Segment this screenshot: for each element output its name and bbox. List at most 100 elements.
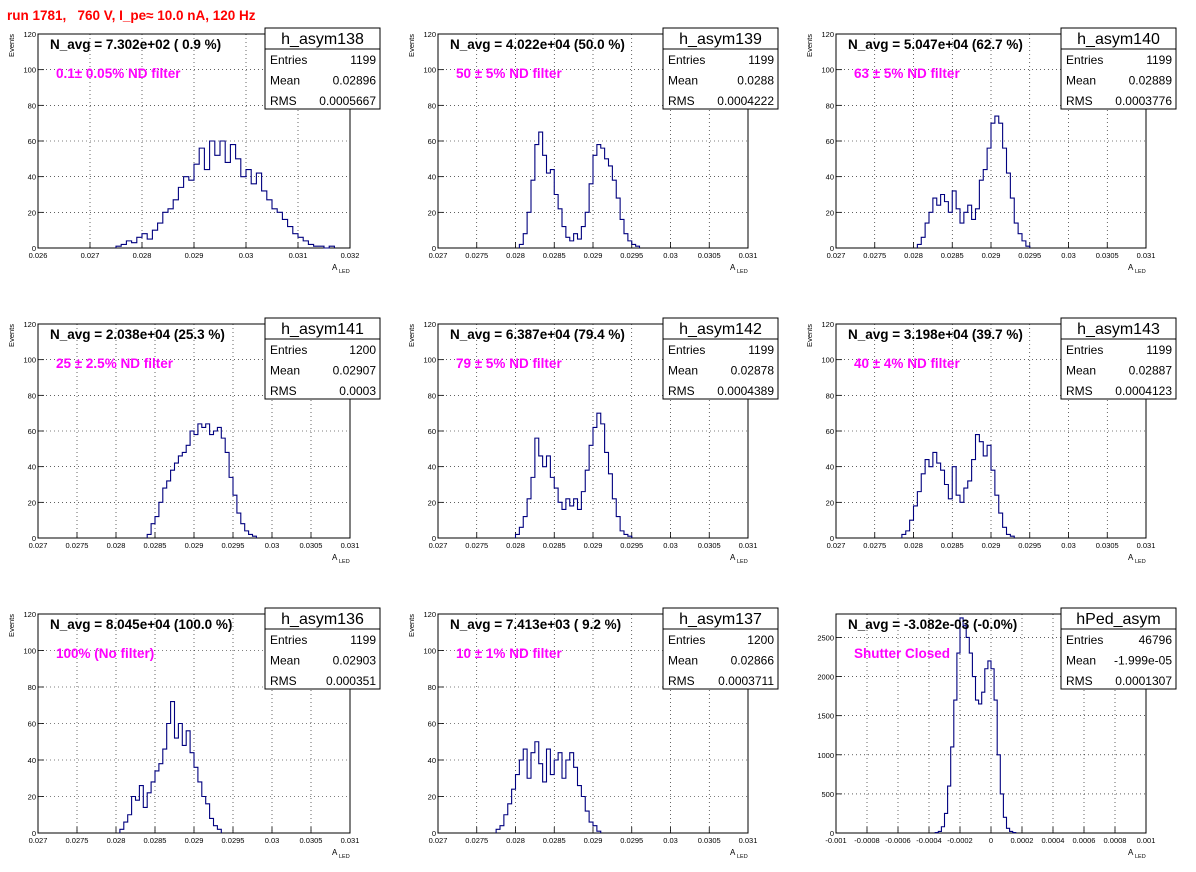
x-axis-label-subscript: LED — [339, 854, 350, 860]
filter-label: 10 ± 1% ND filter — [456, 646, 562, 661]
stats-title: h_asym142 — [679, 321, 762, 338]
y-tick-label: 120 — [821, 30, 834, 39]
filter-label: 63 ± 5% ND filter — [854, 66, 960, 81]
x-tick-label: 0.0295 — [620, 541, 643, 550]
stats-rms-value: 0.0003776 — [1115, 94, 1172, 108]
x-axis-label: A — [730, 553, 736, 562]
x-tick-label: 0.0285 — [941, 541, 964, 550]
histogram-series — [514, 412, 633, 538]
x-axis-label-subscript: LED — [1135, 269, 1146, 275]
x-axis-label: A — [730, 263, 736, 272]
y-tick-label: 120 — [423, 610, 436, 619]
y-tick-label: 100 — [23, 647, 36, 656]
x-tick-label: 0.0285 — [144, 836, 167, 845]
x-tick-label: 0.0305 — [698, 541, 721, 550]
x-tick-label: 0.03 — [265, 541, 280, 550]
stats-box — [264, 607, 381, 690]
y-tick-label: 0 — [432, 534, 436, 543]
y-tick-label: 80 — [28, 683, 36, 692]
stats-mean-label: Mean — [1066, 654, 1096, 668]
x-tick-label: 0.028 — [506, 541, 525, 550]
x-tick-label: 0.029 — [185, 251, 204, 260]
y-tick-label: 80 — [428, 391, 436, 400]
filter-label: 25 ± 2.5% ND filter — [56, 356, 174, 371]
y-tick-label: 100 — [423, 66, 436, 75]
stats-mean-value: 0.02866 — [731, 654, 775, 668]
stats-mean-value: 0.0288 — [737, 74, 774, 88]
x-tick-label: 0.001 — [1137, 836, 1156, 845]
x-tick-label: 0.03 — [663, 251, 678, 260]
navg-label: N_avg = 7.413e+03 ( 9.2 %) — [450, 617, 621, 632]
stats-mean-value: 0.02889 — [1129, 74, 1173, 88]
stats-rms-value: 0.0001307 — [1115, 674, 1172, 688]
x-tick-label: 0.027 — [29, 541, 48, 550]
x-tick-label: 0.0295 — [620, 836, 643, 845]
x-tick-label: 0.027 — [827, 251, 846, 260]
x-tick-label: 0.0275 — [465, 541, 488, 550]
stats-box — [662, 607, 779, 690]
y-tick-label: 100 — [423, 356, 436, 365]
y-tick-label: 20 — [428, 793, 436, 802]
stats-title: h_asym143 — [1077, 321, 1160, 338]
y-axis-label: Events — [407, 324, 416, 347]
x-tick-label: 0.03 — [265, 836, 280, 845]
stats-box — [264, 317, 381, 400]
x-tick-label: 0.028 — [107, 541, 126, 550]
y-tick-label: 60 — [428, 720, 436, 729]
stats-box — [662, 317, 779, 400]
x-tick-label: 0.0305 — [1096, 251, 1119, 260]
y-tick-label: 40 — [28, 756, 36, 765]
stats-mean-value: 0.02907 — [333, 364, 377, 378]
y-tick-label: 0 — [830, 829, 834, 838]
y-tick-label: 60 — [28, 427, 36, 436]
stats-mean-value: -1.999e-05 — [1114, 654, 1172, 668]
stats-entries-value: 1199 — [350, 53, 376, 67]
x-axis-label-subscript: LED — [737, 559, 748, 565]
y-tick-label: 40 — [826, 463, 834, 472]
y-tick-label: 2000 — [817, 673, 834, 682]
stats-rms-label: RMS — [1066, 94, 1093, 108]
y-tick-label: 120 — [821, 320, 834, 329]
histogram-series — [119, 701, 222, 833]
stats-entries-value: 1199 — [1146, 343, 1172, 357]
x-tick-label: -0.0004 — [916, 836, 941, 845]
y-tick-label: 100 — [821, 66, 834, 75]
x-tick-label: 0.0275 — [66, 541, 89, 550]
x-tick-label: 0.031 — [1137, 541, 1156, 550]
x-tick-label: 0.0006 — [1073, 836, 1096, 845]
stats-mean-value: 0.02903 — [333, 654, 377, 668]
stats-entries-value: 46796 — [1139, 633, 1173, 647]
x-tick-label: 0.0295 — [222, 836, 245, 845]
stats-title: h_asym137 — [679, 611, 762, 628]
x-tick-label: 0.029 — [185, 836, 204, 845]
y-axis-label: Events — [407, 614, 416, 637]
x-tick-label: 0.0275 — [465, 836, 488, 845]
x-tick-label: 0.028 — [904, 251, 923, 260]
x-tick-label: -0.0002 — [947, 836, 972, 845]
x-axis-label: A — [332, 263, 338, 272]
x-tick-label: 0.028 — [133, 251, 152, 260]
navg-label: N_avg = 5.047e+04 (62.7 %) — [848, 37, 1023, 52]
histogram-pad-asym140: 0.027 0.0275 0.028 0.0285 0.029 0.0295 0.03 0.0… — [805, 27, 1177, 275]
filter-label: 100% (No filter) — [56, 646, 154, 661]
navg-label: N_avg = 3.198e+04 (39.7 %) — [848, 327, 1023, 342]
x-axis-label-subscript: LED — [339, 559, 350, 565]
stats-entries-value: 1200 — [747, 633, 774, 647]
x-axis-label-subscript: LED — [1135, 854, 1146, 860]
stats-mean-label: Mean — [668, 364, 698, 378]
x-tick-label: 0.027 — [827, 541, 846, 550]
x-tick-label: 0.028 — [506, 251, 525, 260]
x-tick-label: 0.03 — [663, 541, 678, 550]
y-tick-label: 0 — [432, 829, 436, 838]
navg-label: N_avg = 7.302e+02 ( 0.9 %) — [50, 37, 221, 52]
x-tick-label: 0.029 — [584, 251, 603, 260]
x-tick-label: 0.031 — [739, 541, 758, 550]
stats-rms-value: 0.0005667 — [319, 94, 376, 108]
histogram-pad-ped-asym: -0.001 -0.0008 -0.0006 -0.0004 -0.0002 0 0.000… — [817, 607, 1177, 860]
stats-mean-value: 0.02887 — [1129, 364, 1173, 378]
x-tick-label: 0.0285 — [144, 541, 167, 550]
y-tick-label: 120 — [23, 610, 36, 619]
stats-rms-label: RMS — [270, 674, 297, 688]
stats-rms-value: 0.0003 — [339, 384, 376, 398]
stats-entries-label: Entries — [270, 53, 307, 67]
